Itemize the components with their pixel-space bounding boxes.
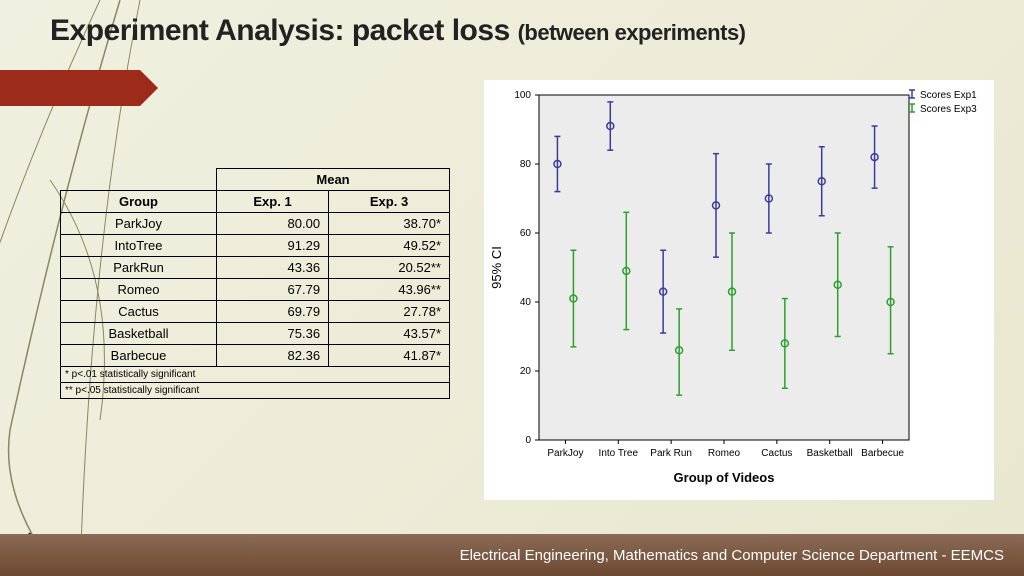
svg-text:Into Tree: Into Tree xyxy=(599,448,639,459)
table-row: ParkJoy80.0038.70* xyxy=(61,213,450,235)
title-sub: (between experiments) xyxy=(518,20,746,45)
svg-text:ParkJoy: ParkJoy xyxy=(547,448,583,459)
data-table: Mean Group Exp. 1 Exp. 3 ParkJoy80.0038.… xyxy=(60,168,450,399)
department-text: Electrical Engineering, Mathematics and … xyxy=(180,547,1024,564)
svg-text:100: 100 xyxy=(514,90,531,101)
svg-text:Romeo: Romeo xyxy=(708,448,741,459)
svg-text:20: 20 xyxy=(520,366,532,377)
accent-arrow xyxy=(0,70,140,106)
exp3-header: Exp. 3 xyxy=(329,191,450,213)
svg-text:0: 0 xyxy=(525,435,531,446)
table-row: Basketball75.3643.57* xyxy=(61,323,450,345)
svg-text:Park Run: Park Run xyxy=(650,448,692,459)
table-row: ParkRun43.3620.52** xyxy=(61,257,450,279)
svg-text:Scores Exp1: Scores Exp1 xyxy=(920,90,977,101)
table-row: IntoTree91.2949.52* xyxy=(61,235,450,257)
table-row: Barbecue82.3641.87* xyxy=(61,345,450,367)
footnote-2: ** p<.05 statistically significant xyxy=(60,383,450,399)
svg-text:60: 60 xyxy=(520,228,532,239)
title-main: Experiment Analysis: packet loss xyxy=(50,14,510,47)
svg-text:Barbecue: Barbecue xyxy=(861,448,904,459)
svg-text:80: 80 xyxy=(520,159,532,170)
footer-bar: Electrical Engineering, Mathematics and … xyxy=(0,534,1024,576)
table-row: Romeo67.7943.96** xyxy=(61,279,450,301)
group-header: Group xyxy=(61,191,217,213)
mean-header: Mean xyxy=(217,169,450,191)
svg-text:95% CI: 95% CI xyxy=(489,246,504,289)
svg-text:Cactus: Cactus xyxy=(761,448,792,459)
svg-text:40: 40 xyxy=(520,297,532,308)
exp1-header: Exp. 1 xyxy=(217,191,329,213)
svg-text:Scores Exp3: Scores Exp3 xyxy=(920,104,977,115)
page-title: Experiment Analysis: packet loss (betwee… xyxy=(50,14,746,48)
svg-text:Basketball: Basketball xyxy=(807,448,853,459)
footnote-1: * p<.01 statistically significant xyxy=(60,367,450,383)
table-row: Cactus69.7927.78* xyxy=(61,301,450,323)
svg-text:Group of Videos: Group of Videos xyxy=(674,470,775,485)
ci-chart: 0 20 40 60 80 100 ParkJoy Into Tree Park Run Rome… xyxy=(484,80,994,500)
